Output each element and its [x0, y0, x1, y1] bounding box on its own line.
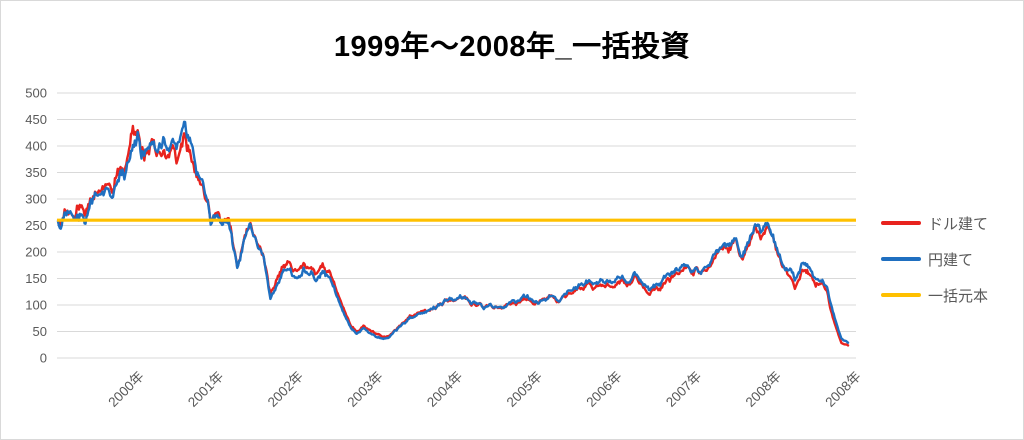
- x-axis-tick-label: 2008年: [743, 369, 784, 410]
- legend-label-jpy: 円建て: [928, 251, 974, 269]
- y-axis-tick-label: 200: [25, 245, 47, 260]
- y-axis-tick-label: 150: [25, 271, 47, 286]
- usd-line-swatch: [881, 221, 921, 225]
- x-axis-tick-label: 2003年: [344, 369, 385, 410]
- y-axis-tick-label: 350: [25, 165, 47, 180]
- x-axis-tick-label: 2007年: [663, 369, 704, 410]
- x-axis-tick-label: 2002年: [265, 369, 306, 410]
- y-axis-tick-label: 50: [33, 324, 47, 339]
- x-axis-tick-label: 2000年: [105, 369, 146, 410]
- y-axis-tick-label: 450: [25, 112, 47, 127]
- legend-item-principal[interactable]: 一括元本: [881, 284, 988, 306]
- y-axis-tick-label: 400: [25, 139, 47, 154]
- legend: ドル建て 円建て 一括元本: [881, 212, 988, 320]
- y-axis-tick-label: 300: [25, 192, 47, 207]
- y-axis-tick-label: 100: [25, 298, 47, 313]
- legend-label-principal: 一括元本: [928, 287, 989, 305]
- x-axis-tick-label: 2004年: [424, 369, 465, 410]
- legend-item-jpy[interactable]: 円建て: [881, 248, 988, 270]
- y-axis-tick-label: 0: [40, 351, 47, 366]
- gridlines: [57, 92, 856, 359]
- series-jpy-line: [56, 120, 850, 344]
- y-axis-tick-label: 250: [25, 218, 47, 233]
- x-axis-tick-label: 2001年: [185, 369, 226, 410]
- principal-line-swatch: [881, 293, 921, 297]
- y-axis-tick-label: 500: [25, 86, 47, 101]
- jpy-line-swatch: [881, 257, 921, 261]
- x-axis-tick-label: 2006年: [583, 369, 624, 410]
- x-axis-tick-label: 2008年: [822, 369, 863, 410]
- legend-label-usd: ドル建て: [928, 215, 989, 233]
- x-axis: 2000年 2001年 2002年 2003年 2004年 2005年 2006年 2007年…: [105, 369, 863, 410]
- chart-title: 1999年〜2008年_一括投資: [333, 31, 691, 63]
- x-axis-tick-label: 2005年: [504, 369, 545, 410]
- legend-item-usd[interactable]: ドル建て: [881, 212, 988, 234]
- series-usd-line: [56, 124, 850, 347]
